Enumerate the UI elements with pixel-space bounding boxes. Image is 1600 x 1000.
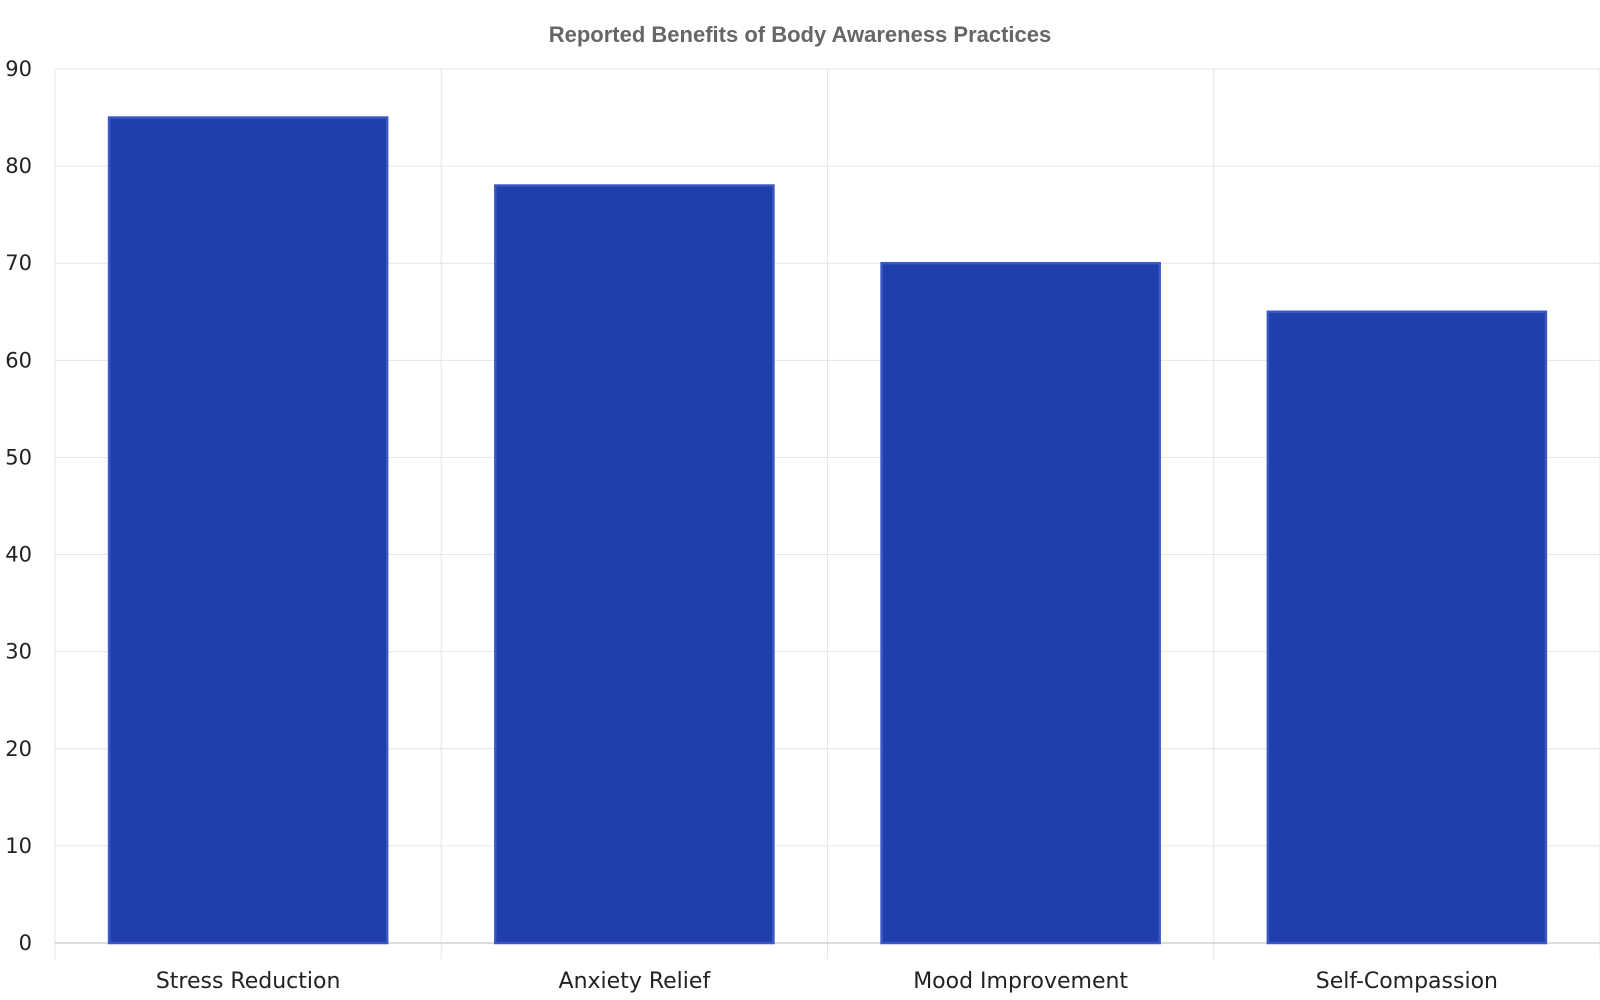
bars: [107, 116, 1548, 945]
x-tick-label: Mood Improvement: [913, 969, 1128, 994]
y-tick-label: 70: [5, 251, 32, 275]
y-tick-label: 10: [5, 834, 32, 858]
y-tick-label: 90: [5, 57, 32, 81]
bar: [107, 116, 389, 945]
y-tick-label: 40: [5, 543, 32, 567]
x-tick-label: Stress Reduction: [156, 969, 341, 994]
y-tick-label: 20: [5, 737, 32, 761]
y-tick-label: 60: [5, 348, 32, 372]
y-axis-ticks: 0 10 20 30 40 50 60 70 80 90: [5, 57, 32, 955]
chart-title: Reported Benefits of Body Awareness Prac…: [549, 22, 1052, 47]
y-tick-label: 0: [19, 931, 32, 955]
y-tick-label: 50: [5, 445, 32, 469]
y-tick-label: 80: [5, 154, 32, 178]
x-tick-label: Self-Compassion: [1316, 969, 1498, 994]
bar: [1266, 310, 1548, 945]
y-tick-label: 30: [5, 640, 32, 664]
bar: [880, 261, 1161, 945]
x-axis-ticks: Stress Reduction Anxiety Relief Mood Impro…: [156, 969, 1498, 994]
bar: [494, 184, 775, 945]
x-tick-label: Anxiety Relief: [559, 969, 712, 994]
